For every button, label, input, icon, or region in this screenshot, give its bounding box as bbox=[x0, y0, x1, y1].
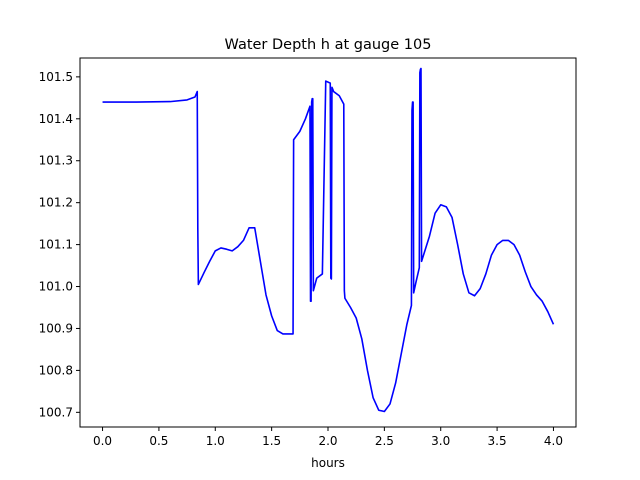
y-tick-label: 100.9 bbox=[39, 321, 73, 335]
y-tick-label: 100.8 bbox=[39, 363, 73, 377]
y-tick-label: 101.5 bbox=[39, 70, 73, 84]
x-tick-label: 1.0 bbox=[206, 434, 225, 448]
plot-area: 0.0 0.5 1.0 1.5 2.0 2.5 3.0 3.5 4.0 100.7 100.8 100… bbox=[39, 57, 577, 448]
x-tick-label: 2.0 bbox=[318, 434, 337, 448]
chart-title: Water Depth h at gauge 105 bbox=[225, 37, 432, 53]
x-tick-label: 3.0 bbox=[431, 434, 450, 448]
y-tick-label: 101.4 bbox=[39, 112, 73, 126]
y-tick-label: 101.0 bbox=[39, 280, 73, 294]
y-tick-label: 101.2 bbox=[39, 196, 73, 210]
y-tick-label: 100.7 bbox=[39, 405, 73, 419]
x-tick-label: 1.5 bbox=[262, 434, 281, 448]
x-tick-label: 3.5 bbox=[488, 434, 507, 448]
x-tick-label: 2.5 bbox=[375, 434, 394, 448]
y-tick-label: 101.1 bbox=[39, 238, 73, 252]
y-tick-label: 101.3 bbox=[39, 154, 73, 168]
x-tick-label: 0.0 bbox=[93, 434, 112, 448]
x-tick-label: 0.5 bbox=[149, 434, 168, 448]
x-axis-label: hours bbox=[311, 456, 345, 470]
x-tick-label: 4.0 bbox=[544, 434, 563, 448]
series-line-1 bbox=[102, 67, 555, 413]
